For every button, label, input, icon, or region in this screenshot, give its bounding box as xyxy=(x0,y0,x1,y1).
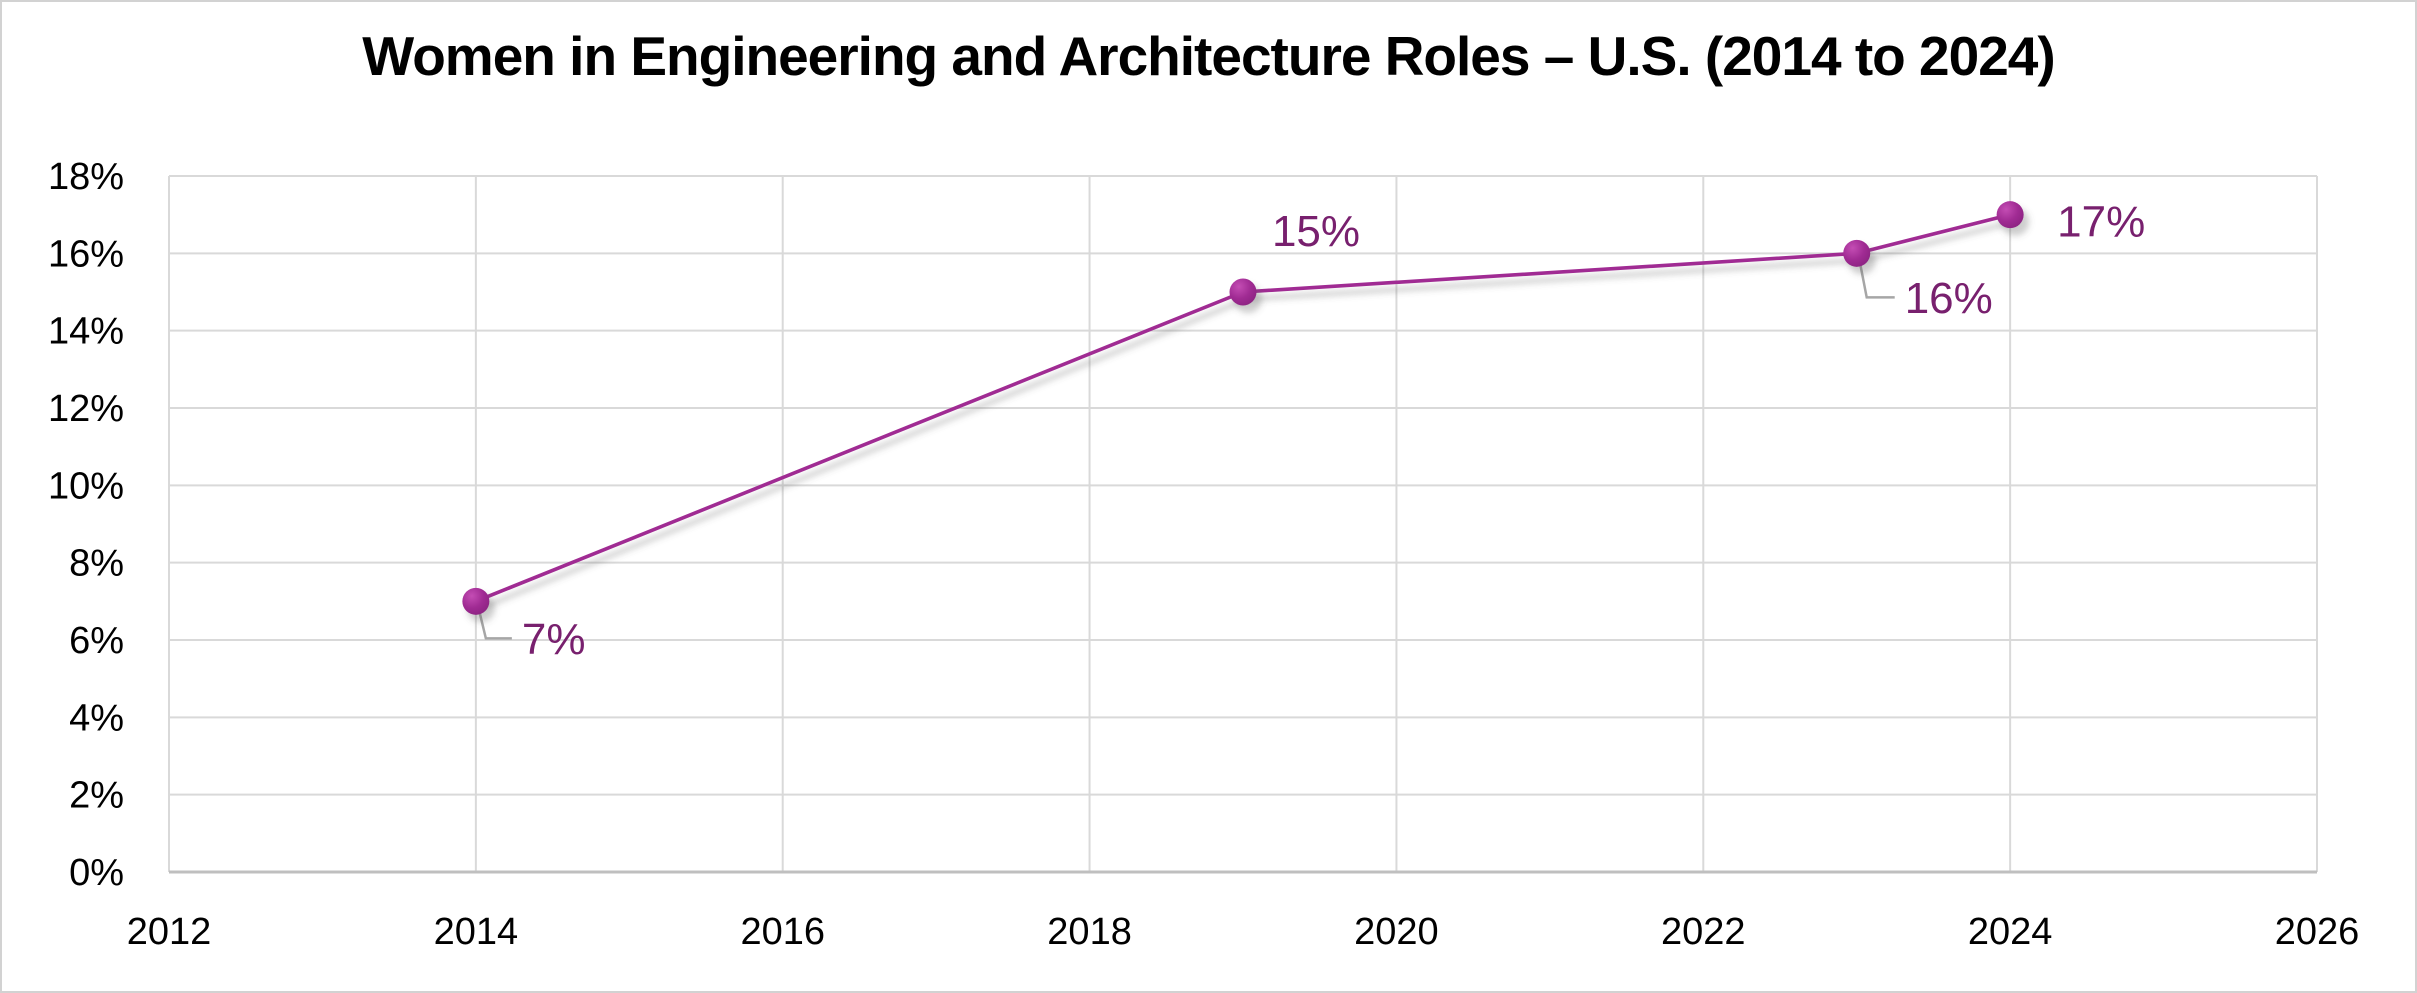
x-tick-label: 2024 xyxy=(1968,911,2053,953)
y-tick-label: 6% xyxy=(69,620,124,662)
data-point-marker xyxy=(1229,278,1257,306)
data-point-label: 15% xyxy=(1272,207,1360,256)
y-tick-label: 0% xyxy=(69,852,124,894)
y-tick-label: 4% xyxy=(69,697,124,739)
series-line-shadow xyxy=(479,219,2015,611)
y-tick-label: 12% xyxy=(48,388,124,430)
data-point-marker xyxy=(1843,239,1871,267)
x-tick-label: 2012 xyxy=(127,911,212,953)
chart-title: Women in Engineering and Architecture Ro… xyxy=(362,25,2055,87)
y-tick-label: 14% xyxy=(48,311,124,353)
series-line xyxy=(474,212,2012,604)
y-tick-label: 10% xyxy=(48,465,124,507)
y-tick-label: 8% xyxy=(69,543,124,585)
data-point-label: 17% xyxy=(2057,198,2145,247)
x-tick-label: 2026 xyxy=(2275,911,2360,953)
data-point-marker xyxy=(462,587,490,615)
y-tick-label: 18% xyxy=(48,156,124,198)
y-tick-label: 2% xyxy=(69,775,124,817)
x-tick-label: 2022 xyxy=(1661,911,1746,953)
x-tick-label: 2016 xyxy=(740,911,825,953)
x-tick-label: 2014 xyxy=(434,911,519,953)
x-tick-label: 2020 xyxy=(1354,911,1439,953)
data-point-label: 7% xyxy=(522,615,586,664)
x-tick-label: 2018 xyxy=(1047,911,1132,953)
data-point-marker xyxy=(1996,201,2024,229)
y-tick-label: 16% xyxy=(48,233,124,275)
data-point-label: 16% xyxy=(1905,274,1993,323)
